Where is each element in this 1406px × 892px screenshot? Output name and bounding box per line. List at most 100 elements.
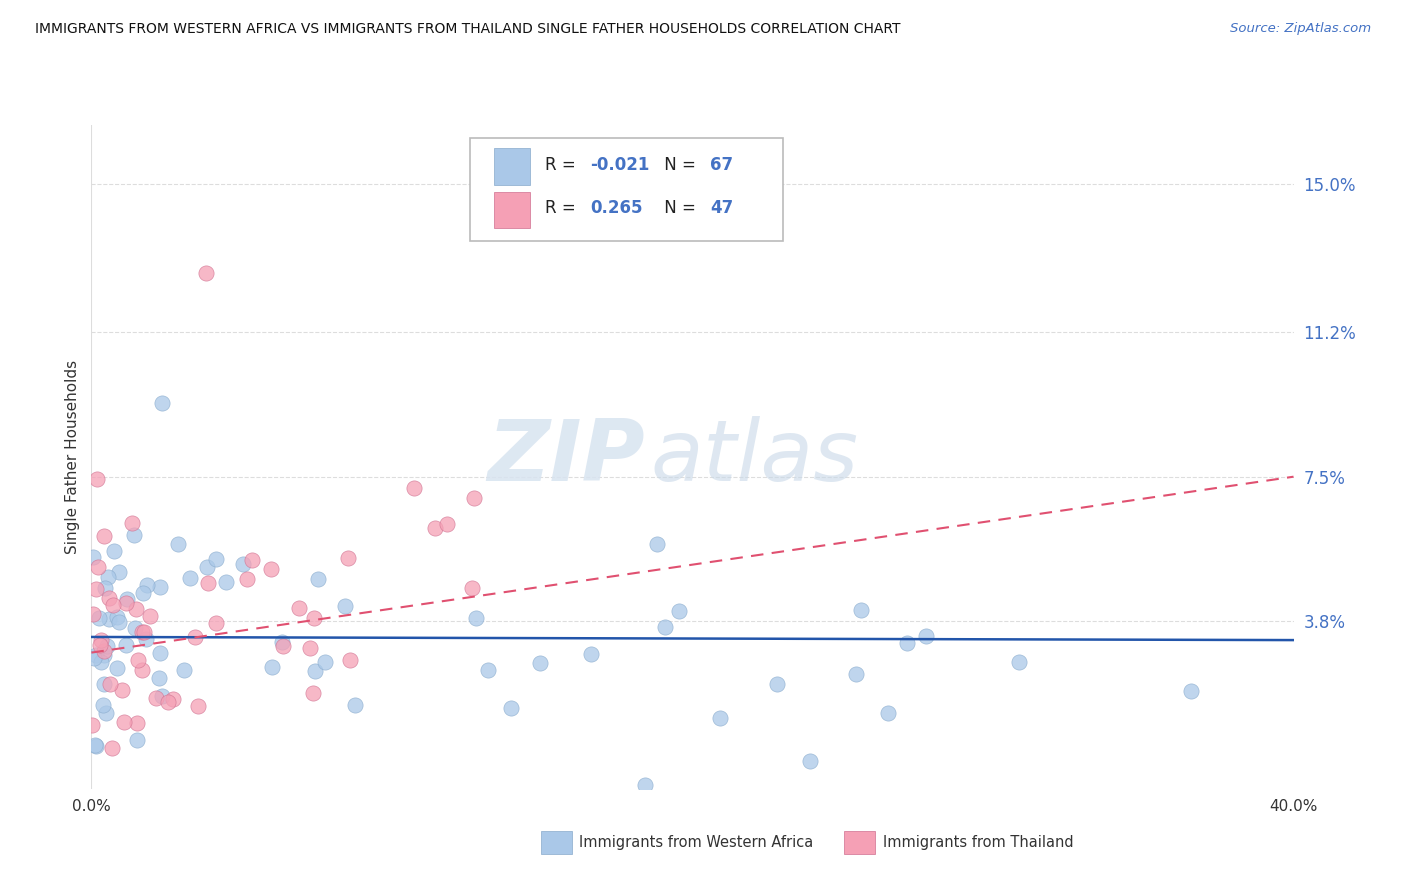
Point — [136, 577, 159, 591]
Point — [205, 616, 228, 631]
Text: N =: N = — [659, 199, 702, 217]
Point — [98, 612, 121, 626]
Point — [709, 711, 731, 725]
Point — [634, 778, 657, 792]
Point — [127, 652, 149, 666]
Point — [337, 551, 360, 566]
Point — [194, 267, 217, 281]
Point — [112, 715, 135, 730]
Point — [84, 739, 107, 753]
Point — [93, 644, 115, 658]
Point — [343, 698, 366, 712]
Point — [231, 557, 253, 571]
Point — [404, 481, 426, 495]
Point — [668, 604, 690, 618]
Point — [84, 582, 107, 596]
Point — [82, 718, 104, 732]
Point — [579, 647, 602, 661]
Point — [304, 664, 326, 678]
Point — [1008, 655, 1031, 669]
Point — [96, 706, 118, 721]
Point — [115, 597, 138, 611]
Point — [122, 528, 145, 542]
Point — [236, 572, 259, 586]
Point — [131, 663, 153, 677]
Point — [654, 620, 676, 634]
Point — [107, 615, 129, 630]
Point — [84, 739, 107, 754]
Point — [149, 581, 172, 595]
Point — [94, 581, 117, 595]
Point — [179, 571, 201, 585]
Point — [145, 690, 167, 705]
Point — [96, 639, 118, 653]
Point — [425, 520, 447, 534]
Point — [915, 630, 938, 644]
Point — [766, 676, 789, 690]
Text: 47: 47 — [710, 199, 734, 217]
Text: IMMIGRANTS FROM WESTERN AFRICA VS IMMIGRANTS FROM THAILAND SINGLE FATHER HOUSEHO: IMMIGRANTS FROM WESTERN AFRICA VS IMMIGR… — [35, 22, 901, 37]
Point — [152, 396, 174, 410]
Point — [105, 661, 128, 675]
Point — [135, 632, 157, 647]
Point — [103, 543, 125, 558]
Point — [167, 537, 190, 551]
Point — [302, 611, 325, 625]
Point — [98, 676, 121, 690]
Point — [134, 625, 156, 640]
Point — [845, 666, 868, 681]
Point — [371, 822, 394, 836]
Point — [115, 592, 138, 607]
Point — [645, 537, 668, 551]
Point — [97, 591, 120, 605]
Point — [93, 529, 115, 543]
Text: 67: 67 — [710, 156, 734, 174]
Text: ZIP: ZIP — [486, 416, 644, 499]
Point — [204, 552, 226, 566]
Point — [214, 575, 236, 590]
Text: N =: N = — [659, 156, 702, 174]
Point — [162, 691, 184, 706]
Point — [87, 611, 110, 625]
Point — [270, 635, 292, 649]
Bar — [494, 148, 530, 185]
Point — [436, 517, 458, 532]
Point — [187, 699, 209, 714]
Point — [90, 655, 112, 669]
Text: Immigrants from Western Africa: Immigrants from Western Africa — [579, 836, 814, 850]
Point — [89, 638, 111, 652]
Point — [82, 607, 104, 621]
Point — [97, 570, 120, 584]
Point — [465, 610, 488, 624]
Point — [121, 516, 143, 531]
Point — [111, 683, 134, 698]
Point — [101, 741, 124, 756]
Point — [259, 562, 281, 576]
Point — [195, 560, 218, 574]
Point — [125, 601, 148, 615]
Point — [83, 651, 105, 665]
Text: atlas: atlas — [651, 416, 859, 499]
Point — [105, 609, 128, 624]
Point — [139, 609, 162, 624]
Text: 0.265: 0.265 — [591, 199, 643, 217]
Point — [298, 641, 321, 656]
Point — [877, 706, 900, 721]
FancyBboxPatch shape — [470, 138, 783, 241]
Point — [1180, 684, 1202, 698]
Point — [114, 638, 136, 652]
Point — [529, 656, 551, 670]
Point — [240, 553, 263, 567]
Point — [799, 754, 821, 768]
Text: Immigrants from Thailand: Immigrants from Thailand — [883, 836, 1074, 850]
Point — [91, 698, 114, 712]
Point — [260, 660, 283, 674]
Point — [90, 632, 112, 647]
Point — [197, 576, 219, 591]
Point — [477, 663, 499, 677]
Point — [851, 603, 873, 617]
Point — [314, 655, 336, 669]
Text: -0.021: -0.021 — [591, 156, 650, 174]
Point — [896, 636, 918, 650]
Point — [150, 689, 173, 703]
